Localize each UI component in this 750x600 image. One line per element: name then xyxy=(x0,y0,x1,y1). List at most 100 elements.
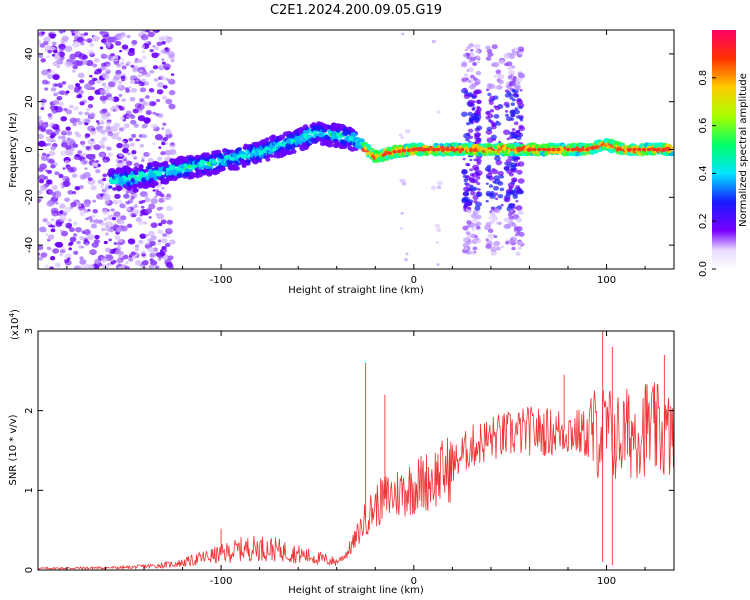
spectrogram-dot xyxy=(401,148,407,153)
spectrogram-dot xyxy=(490,121,497,127)
snr-panel: -100 0 100 0 1 2 3 Height of straight line (km… xyxy=(8,309,675,596)
spectrogram-dot xyxy=(120,116,125,121)
spectrogram-dot xyxy=(404,258,409,262)
spectrogram-dot xyxy=(82,38,87,42)
spectrogram-dot xyxy=(62,176,66,180)
spectrogram-dot xyxy=(60,247,66,251)
spectrogram-dot xyxy=(147,157,154,163)
spectrogram-dot xyxy=(463,73,469,77)
spectrogram-dot xyxy=(117,32,122,37)
spectrogram-dot xyxy=(116,257,124,263)
spectrogram-dot xyxy=(100,143,105,148)
spectrogram-dot xyxy=(141,253,146,257)
spectrogram-dot xyxy=(152,65,159,70)
spectrogram-dot xyxy=(114,180,119,184)
colorbar-gradient xyxy=(712,30,736,269)
spectrogram-dot xyxy=(398,133,403,137)
spectrogram-dot xyxy=(56,95,63,101)
spectrogram-dot xyxy=(430,185,437,191)
spectrogram-dot xyxy=(118,81,122,84)
spectrogram-dot xyxy=(47,142,52,146)
spectrogram-dot xyxy=(47,49,53,54)
spectrogram-dot xyxy=(141,159,145,162)
spectrogram-dot xyxy=(68,227,75,233)
spectrogram-dot xyxy=(127,238,136,245)
spectrogram-dot xyxy=(411,147,417,152)
spectrogram-dot xyxy=(60,116,68,122)
spectrogram-dot xyxy=(143,117,151,124)
spectrogram-marks xyxy=(38,30,674,269)
spectrogram-dot xyxy=(114,193,121,199)
spectrogram-dot xyxy=(509,209,513,213)
spectrogram-dot xyxy=(140,44,146,49)
spectrogram-dot xyxy=(138,220,144,226)
spectrogram-dot xyxy=(53,92,58,97)
spectrogram-dot xyxy=(127,50,135,57)
spectrogram-dot xyxy=(134,247,139,252)
spectrogram-dot xyxy=(48,150,56,156)
spectrogram-dot xyxy=(141,78,146,83)
spectrogram-dot xyxy=(488,216,492,220)
spectrogram-dot xyxy=(92,199,97,203)
spectrogram-dot xyxy=(139,69,143,73)
spectrogram-dot xyxy=(118,254,123,259)
spectrogram-dot xyxy=(126,160,133,166)
spectrogram-dot xyxy=(48,190,53,194)
spectrogram-dot xyxy=(495,159,503,166)
spectrogram-dot xyxy=(84,202,91,208)
spectrogram-dot xyxy=(400,211,404,215)
spectrogram-dot xyxy=(89,218,94,223)
spectrogram-dot xyxy=(112,96,120,103)
spectrogram-dot xyxy=(152,45,156,48)
spectrogram-dot xyxy=(72,41,80,48)
spectrogram-dot xyxy=(436,110,441,114)
spectrogram-dot xyxy=(49,256,56,261)
spectrogram-dot xyxy=(64,159,70,165)
spectrogram-dot xyxy=(51,218,55,222)
spectrogram-dot xyxy=(499,187,505,192)
spectrogram-ytick-label: -20 xyxy=(24,189,35,205)
spectrogram-dot xyxy=(107,81,116,88)
spectrogram-dot xyxy=(105,76,110,80)
spectrogram-dot xyxy=(148,216,152,219)
spectrogram-dot xyxy=(87,104,94,109)
spectrogram-dot xyxy=(38,31,45,37)
spectrogram-dot xyxy=(268,150,273,155)
spectrogram-dot xyxy=(476,225,481,230)
spectrogram-dot xyxy=(149,49,154,53)
spectrogram-dot xyxy=(141,55,147,60)
spectrogram-dot xyxy=(95,79,102,84)
spectrogram-dot xyxy=(493,114,500,119)
spectrogram-ytick-label: -40 xyxy=(24,237,35,253)
spectrogram-dot xyxy=(50,87,57,92)
spectrogram-dot xyxy=(466,209,471,214)
spectrogram-dot xyxy=(471,107,475,111)
spectrogram-dot xyxy=(518,246,522,250)
spectrogram-dot xyxy=(87,177,93,182)
spectrogram-dot xyxy=(115,185,122,191)
spectrogram-dot xyxy=(472,164,480,171)
spectrogram-dot xyxy=(100,121,105,125)
spectrogram-dot xyxy=(118,94,123,97)
spectrogram-dot xyxy=(103,85,107,89)
spectrogram-dot xyxy=(158,222,163,227)
spectrogram-dot xyxy=(64,197,71,203)
spectrogram-dot xyxy=(145,95,150,99)
spectrogram-dot xyxy=(156,251,164,259)
spectrogram-dot xyxy=(463,88,468,92)
spectrogram-dot xyxy=(119,220,125,225)
spectrogram-dot xyxy=(167,78,176,85)
spectrogram-dot xyxy=(62,180,71,187)
spectrogram-dot xyxy=(499,174,505,179)
spectrogram-dot xyxy=(117,199,123,205)
spectrogram-dot xyxy=(110,208,115,212)
spectrogram-dot xyxy=(84,135,89,139)
spectrogram-dot xyxy=(400,136,405,140)
spectrogram-dot xyxy=(164,242,171,248)
spectrogram-dot xyxy=(498,59,505,65)
spectrogram-dot xyxy=(54,241,62,248)
spectrogram-dot xyxy=(141,50,145,54)
snr-xlabel: Height of straight line (km) xyxy=(288,585,424,596)
spectrogram-dot xyxy=(118,153,124,157)
spectrogram-dot xyxy=(140,205,145,209)
